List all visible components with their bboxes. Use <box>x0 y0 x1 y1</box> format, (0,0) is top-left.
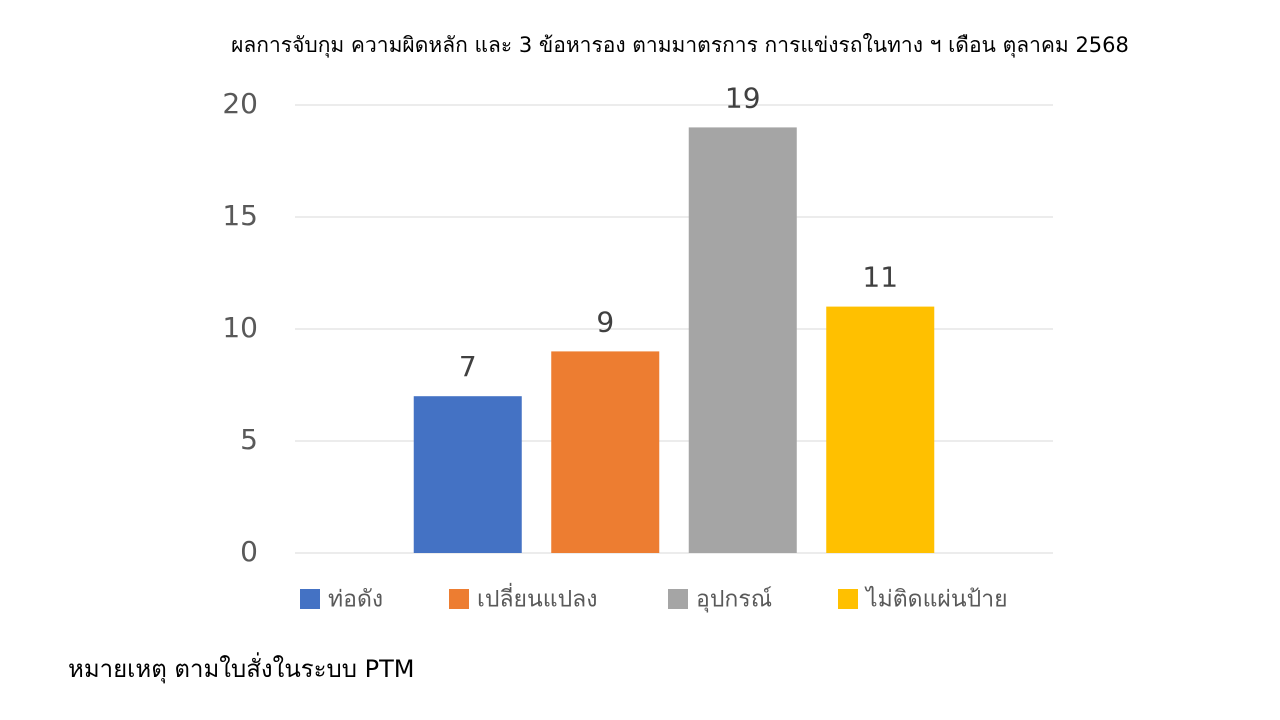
data-label: 11 <box>862 261 898 294</box>
y-tick-label: 10 <box>222 311 258 344</box>
y-tick-label: 20 <box>222 87 258 120</box>
bar <box>413 396 522 553</box>
bar <box>551 351 660 553</box>
legend-label: ท่อดัง <box>328 587 383 613</box>
legend-swatch <box>838 589 858 609</box>
data-label: 19 <box>725 81 761 114</box>
legend-swatch <box>668 589 688 609</box>
bar <box>688 127 797 554</box>
legend-label: เปลี่ยนแปลง <box>477 583 598 613</box>
legend-label: อุปกรณ์ <box>696 586 772 613</box>
legend-label: ไม่ติดแผ่นป้าย <box>864 586 1008 613</box>
legend-swatch <box>300 589 320 609</box>
data-label: 9 <box>596 305 614 338</box>
legend-swatch <box>449 589 469 609</box>
chart-title: ผลการจับกุม ความผิดหลัก และ 3 ข้อหารอง ต… <box>231 33 1129 58</box>
y-tick-label: 5 <box>240 423 258 456</box>
data-label: 7 <box>459 350 477 383</box>
y-tick-label: 0 <box>240 535 258 568</box>
y-tick-label: 15 <box>222 199 258 232</box>
bar <box>826 306 935 553</box>
note: หมายเหตุ ตามใบสั่งในระบบ PTM <box>68 652 414 684</box>
